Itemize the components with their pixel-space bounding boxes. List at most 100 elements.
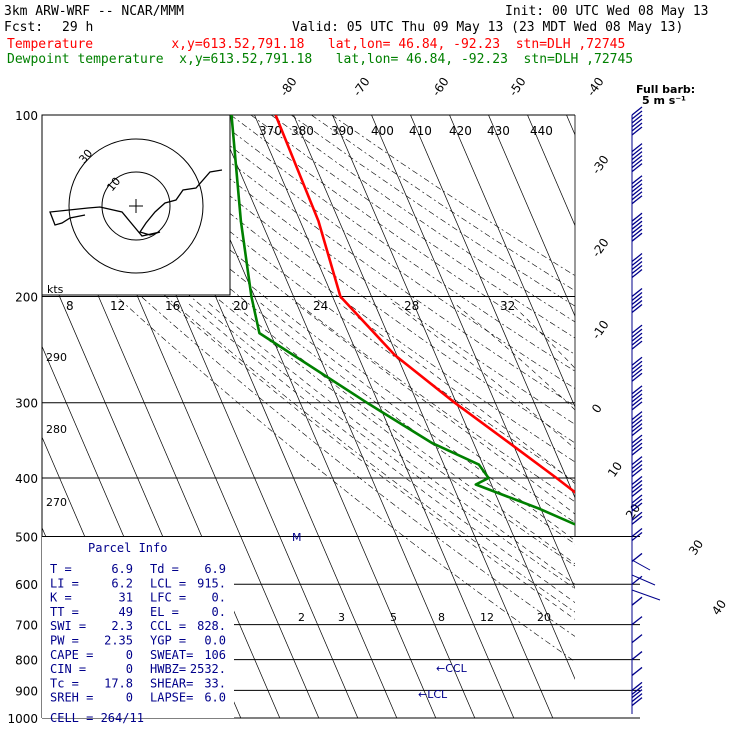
theta-tick-label: 370 [259,124,282,138]
wind-barb [631,456,643,478]
wind-legend-title: Full barb: [636,83,695,96]
diagram-annotations: ←CCL ←LCL M [292,531,468,701]
wind-barb-flag [631,253,643,263]
parcel-row-value-left: 17.8 [104,676,133,690]
parcel-row-value-right: 33. [204,676,226,690]
dry-adiabat-line [42,226,575,662]
wind-barb-flag [631,596,643,606]
wind-barb-flag [631,228,643,238]
parcel-cell: CELL = 264/11 [50,711,144,725]
wind-barb [631,175,643,205]
wind-barb [631,434,643,456]
ccl-label: ←CCL [436,662,468,675]
isotherm-tick-label: 10 [605,459,625,480]
mixing-ratio-label: 20 [537,611,551,624]
wind-barb-flag [631,114,643,124]
wind-barb-flag [631,332,643,342]
wind-barb-flag [631,552,643,562]
left-theta-label: 290 [46,351,67,364]
wind-barb-flag [631,126,643,136]
isotherm-line [488,115,575,318]
wind-barb [631,634,643,644]
pressure-tick-label: 300 [15,397,38,411]
mixing-ratio-label: 5 [390,611,397,624]
isotherm-tick-label: -30 [589,153,612,177]
isotherm-tick-label: -20 [589,236,612,260]
wind-barb-flag [631,195,643,205]
wind-barb [631,494,643,512]
isotherm-line [645,115,740,718]
parcel-row-value-right: 0. [212,605,226,619]
parcel-row-label-left: PW = [50,634,79,648]
moist-adiabat-line [260,302,575,542]
wind-barb-flag [631,122,643,132]
hodograph-trace [49,169,223,237]
dry-adiabat-line [210,115,575,372]
forecast-label: Fcst: [4,20,43,35]
parcel-row-label-right: SHEAR= [150,676,193,690]
wind-barb [631,143,643,173]
m-label: M [292,531,302,544]
theta-tick-label: 430 [487,124,510,138]
wind-barb-flag [631,191,643,201]
parcel-row-value-right: 106 [204,648,226,662]
parcel-row-value-left: 49 [119,605,133,619]
theta-tick-label: 440 [530,124,553,138]
wind-barb-flag [631,531,643,541]
isotherm-tick-label: 30 [686,537,706,558]
wind-barb-flag [631,515,643,525]
wind-barb-flag [631,296,643,306]
parcel-row-label-right: LFC = [150,591,186,605]
theta-tick-label: 390 [331,124,354,138]
wind-barb-flag [631,468,643,478]
wind-barb-flag [631,442,643,452]
isotherm-tick-label: 0 [589,401,605,415]
dry-adiabat-line [190,115,575,389]
wind-barb-flag [631,423,643,433]
isotherm-line [371,115,575,590]
theta-tick-label: 410 [409,124,432,138]
left-theta-label: 270 [46,496,67,509]
parcel-row-label-left: CIN = [50,662,86,676]
wind-barb-flag [631,269,643,279]
pressure-tick-label: 400 [15,472,38,486]
wind-barb-flag [631,666,643,676]
wind-barb-flag [631,393,643,403]
wind-barb-flag [631,484,643,494]
isotherm-line [332,115,575,680]
parcel-row-value-right: 2532. [190,662,226,676]
mixing-ratio-label: 3 [338,611,345,624]
parcel-row-label-left: TT = [50,605,79,619]
speed-tick-label: 16 [165,299,180,313]
wind-barb-flag [631,372,643,382]
mixing-ratio-label: 8 [438,611,445,624]
wind-barb-flag [631,175,643,185]
wind-barb-flag [631,106,643,116]
parcel-info-rows: T = 6.9 Td = 6.9 LI = 6.2 LCL = 915. K = 31 LFC = 0… [50,562,226,705]
left-theta-label: 280 [46,423,67,436]
parcel-row-value-left: 31 [119,591,133,605]
model-title: 3km ARW-WRF -- NCAR/MMM [4,4,184,19]
mixing-ratio-label: 2 [298,611,305,624]
parcel-info-background [42,537,234,718]
parcel-row-value-left: 2.35 [104,634,133,648]
isotherm-tick-label: -40 [584,75,607,99]
lcl-label: ←LCL [418,688,448,701]
wind-barb-flag [631,401,643,411]
wind-barb [631,106,643,136]
wind-barb-flag [631,324,643,334]
isotherm-tick-label: 40 [709,597,729,618]
wind-barb-flag [631,464,643,474]
hodograph-ring-outer [68,138,204,274]
dry-adiabat-line [129,115,575,444]
parcel-info-panel: Parcel Info T = 6.9 Td = 6.9 LI = 6.2 LCL = 915… [42,537,234,725]
pressure-tick-label: 800 [15,654,38,668]
wind-barb-flag [631,389,643,399]
moist-adiabat-line [208,302,575,585]
diagram-grid [42,115,740,718]
parcel-info-title: Parcel Info [88,541,167,555]
pressure-tick-label: 200 [15,291,38,305]
wind-barb-flag [631,685,643,695]
dewpoint-curve [230,115,575,526]
parcel-row-label-left: LI = [50,576,79,590]
